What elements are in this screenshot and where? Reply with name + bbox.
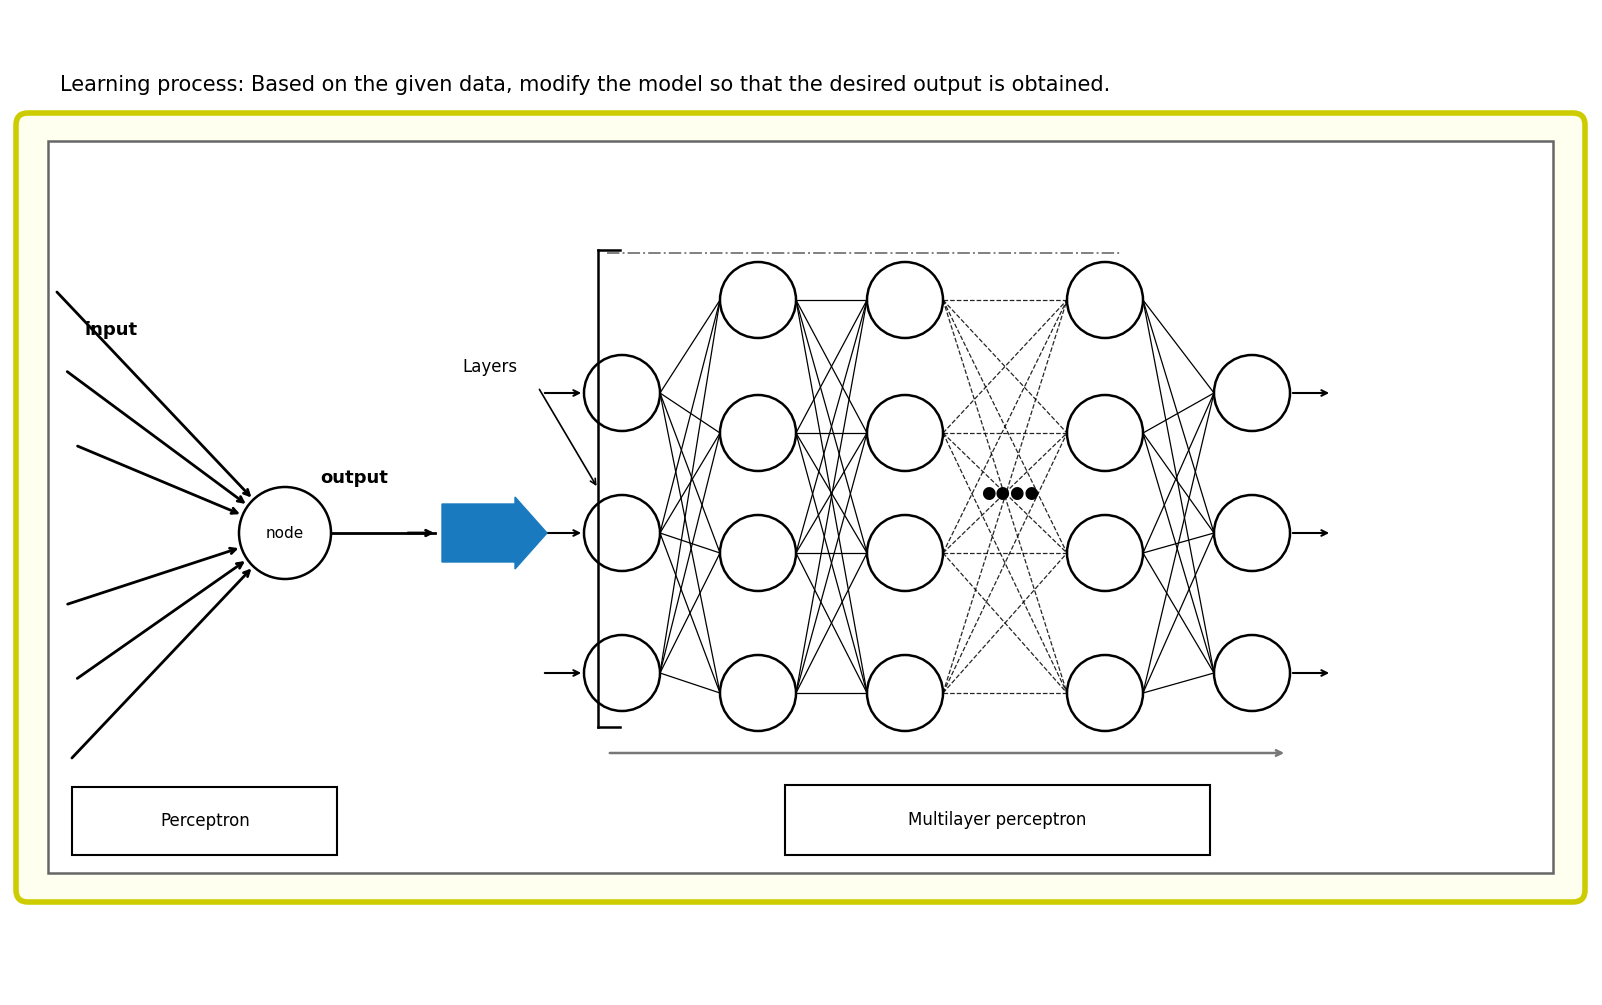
FancyBboxPatch shape — [16, 113, 1584, 902]
FancyBboxPatch shape — [72, 787, 336, 855]
Circle shape — [1067, 515, 1142, 591]
Circle shape — [1067, 262, 1142, 338]
Circle shape — [719, 262, 796, 338]
Circle shape — [867, 395, 944, 471]
Circle shape — [719, 395, 796, 471]
Text: Learning process: Based on the given data, modify the model so that the desired : Learning process: Based on the given dat… — [59, 75, 1110, 95]
Circle shape — [585, 355, 660, 431]
Text: Perceptron: Perceptron — [160, 812, 250, 830]
Circle shape — [867, 655, 944, 731]
Circle shape — [1067, 655, 1142, 731]
Text: output: output — [320, 469, 388, 487]
FancyBboxPatch shape — [785, 785, 1210, 855]
Text: Multilayer perceptron: Multilayer perceptron — [908, 811, 1086, 829]
FancyBboxPatch shape — [48, 141, 1552, 873]
Circle shape — [1214, 355, 1290, 431]
Circle shape — [1067, 395, 1142, 471]
Text: input: input — [85, 321, 138, 339]
Text: node: node — [266, 526, 304, 541]
Circle shape — [719, 655, 796, 731]
Circle shape — [585, 495, 660, 571]
Circle shape — [1214, 635, 1290, 711]
Text: Layers: Layers — [461, 358, 517, 376]
Text: ●●●●: ●●●● — [980, 484, 1040, 502]
Circle shape — [719, 515, 796, 591]
Circle shape — [867, 515, 944, 591]
Circle shape — [239, 487, 332, 579]
Circle shape — [867, 262, 944, 338]
Circle shape — [1214, 495, 1290, 571]
Circle shape — [585, 635, 660, 711]
FancyArrow shape — [442, 497, 546, 569]
